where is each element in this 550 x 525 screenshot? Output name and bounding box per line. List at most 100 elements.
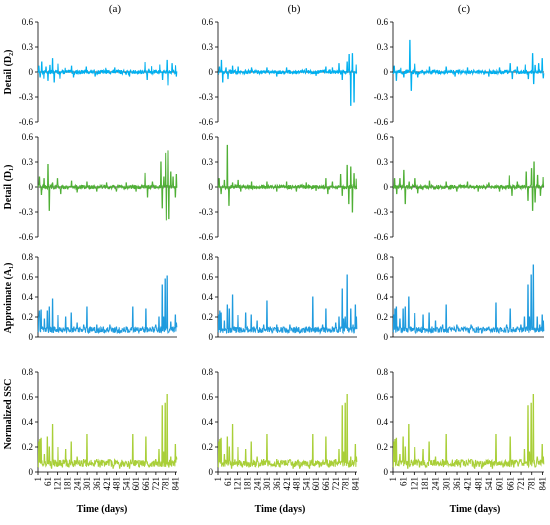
y-tick-label: 0: [384, 182, 389, 192]
panel-c-D2: 0.6 0.3 0 -0.3 -0.6: [374, 17, 545, 127]
y-tick-label: 0.6: [202, 392, 214, 402]
x-tick-label: 481: [112, 477, 122, 491]
y-tick-label: 0.4: [377, 417, 389, 427]
column-label-a: (a): [109, 3, 122, 15]
series-line: [37, 394, 178, 469]
y-tick-label: -0.6: [199, 232, 214, 242]
x-tick-label: 781: [527, 477, 537, 491]
y-tick-label: -0.3: [199, 92, 214, 102]
y-tick-label: 0.2: [22, 312, 33, 322]
series-line: [37, 58, 178, 86]
x-tick-label: 601: [495, 477, 505, 491]
x-tick-label: 241: [431, 477, 441, 491]
y-tick-label: 0.4: [202, 417, 214, 427]
y-tick-label: 0: [209, 467, 214, 477]
x-tick-label: 541: [121, 477, 131, 491]
y-tick-label: 0: [209, 332, 214, 342]
x-tick-label: 61: [399, 477, 409, 486]
y-tick-label: -0.6: [19, 117, 34, 127]
x-tick-label: 361: [92, 477, 102, 491]
y-tick-label: 0.2: [377, 442, 388, 452]
panel-a-SSC: 0.8 0.6 0.4 0.2 01 61 121 181 241 301 361 421 481 541…: [22, 367, 181, 491]
x-tick-label: 721: [151, 477, 161, 491]
panel-b-D1: 0.6 0.3 0 -0.3 -0.6: [199, 132, 358, 242]
y-tick-label: 0: [384, 67, 389, 77]
y-tick-label: -0.6: [374, 232, 389, 242]
y-tick-label: 0.2: [22, 442, 33, 452]
y-tick-label: 0.6: [202, 132, 214, 142]
x-tick-label: 781: [341, 477, 351, 491]
y-tick-label: 0.8: [377, 252, 389, 262]
x-tick-label: 661: [505, 477, 515, 491]
y-tick-label: 0.3: [202, 157, 214, 167]
y-tick-label: 0.6: [22, 392, 34, 402]
ylabel-ssc: Normalized SSC: [3, 379, 14, 450]
x-tick-label: 181: [420, 477, 430, 491]
y-tick-label: -0.6: [199, 117, 214, 127]
x-tick-label: 61: [223, 477, 233, 486]
y-tick-label: 0.6: [377, 272, 389, 282]
x-tick-label: 121: [409, 477, 419, 491]
x-tick-label: 601: [311, 477, 321, 491]
y-tick-label: 0.4: [377, 292, 389, 302]
x-tick-label: 1: [388, 477, 398, 482]
y-tick-label: 0.4: [22, 417, 34, 427]
series-line: [392, 161, 545, 211]
panels: 0.6 0.3 0 -0.3 -0.6 0.6 0.3 0 -0.3 -0.6 0.6 0.3 0 -0.…: [19, 17, 548, 491]
y-tick-label: -0.6: [19, 232, 34, 242]
row-ylabels: Detail (D₂) Detail (D₁) Approimate (A₁) …: [3, 50, 14, 450]
x-tick-label: 361: [272, 477, 282, 491]
series-line: [37, 275, 178, 335]
y-tick-label: 0.8: [377, 367, 389, 377]
x-tick-label: 61: [43, 477, 53, 486]
y-tick-label: 0.3: [22, 157, 34, 167]
xlabel-c: Time (days): [450, 504, 501, 515]
ylabel-d2: Detail (D₂): [3, 50, 14, 95]
series-line: [217, 274, 358, 335]
x-tick-label: 841: [171, 477, 181, 491]
panel-a-D1: 0.6 0.3 0 -0.3 -0.6: [19, 132, 178, 242]
y-tick-label: 0: [209, 182, 214, 192]
y-tick-label: 0.4: [202, 292, 214, 302]
x-tick-label: 1: [33, 477, 43, 482]
y-tick-label: -0.3: [199, 207, 214, 217]
y-tick-label: 0.6: [22, 132, 34, 142]
x-tick-label: 481: [292, 477, 302, 491]
x-tick-label: 721: [516, 477, 526, 491]
x-axis-titles: Time (days) Time (days) Time (days): [77, 504, 501, 515]
column-labels: (a) (b) (c): [109, 3, 471, 15]
y-tick-label: 0.6: [377, 392, 389, 402]
xlabel-a: Time (days): [77, 504, 128, 515]
series-line: [217, 394, 358, 469]
x-tick-label: 181: [242, 477, 252, 491]
x-tick-label: 841: [351, 477, 361, 491]
y-tick-label: 0.8: [202, 367, 214, 377]
y-tick-label: 0.8: [22, 367, 34, 377]
y-tick-label: 0.2: [377, 312, 388, 322]
y-tick-label: 0.3: [377, 42, 389, 52]
x-tick-label: 361: [452, 477, 462, 491]
x-tick-label: 121: [53, 477, 63, 491]
x-tick-label: 601: [131, 477, 141, 491]
y-tick-label: -0.6: [374, 117, 389, 127]
x-tick-label: 421: [282, 477, 292, 491]
y-tick-label: 0: [209, 67, 214, 77]
x-tick-label: 661: [321, 477, 331, 491]
series-line: [392, 39, 545, 91]
x-tick-label: 121: [233, 477, 243, 491]
y-tick-label: -0.3: [374, 207, 389, 217]
y-tick-label: -0.3: [19, 92, 34, 102]
panel-c-A1: 0.8 0.6 0.4 0.2 0: [377, 252, 545, 342]
series-line: [217, 53, 358, 106]
y-tick-label: 0.2: [202, 312, 213, 322]
y-tick-label: 0.3: [377, 157, 389, 167]
series-line: [392, 394, 545, 469]
x-tick-label: 721: [331, 477, 341, 491]
ylabel-d1: Detail (D₁): [3, 165, 14, 210]
ylabel-a1: Approimate (A₁): [3, 263, 14, 334]
y-tick-label: 0.3: [22, 42, 34, 52]
x-tick-label: 481: [473, 477, 483, 491]
panel-a-D2: 0.6 0.3 0 -0.3 -0.6: [19, 17, 178, 127]
y-tick-label: 0.6: [22, 272, 34, 282]
